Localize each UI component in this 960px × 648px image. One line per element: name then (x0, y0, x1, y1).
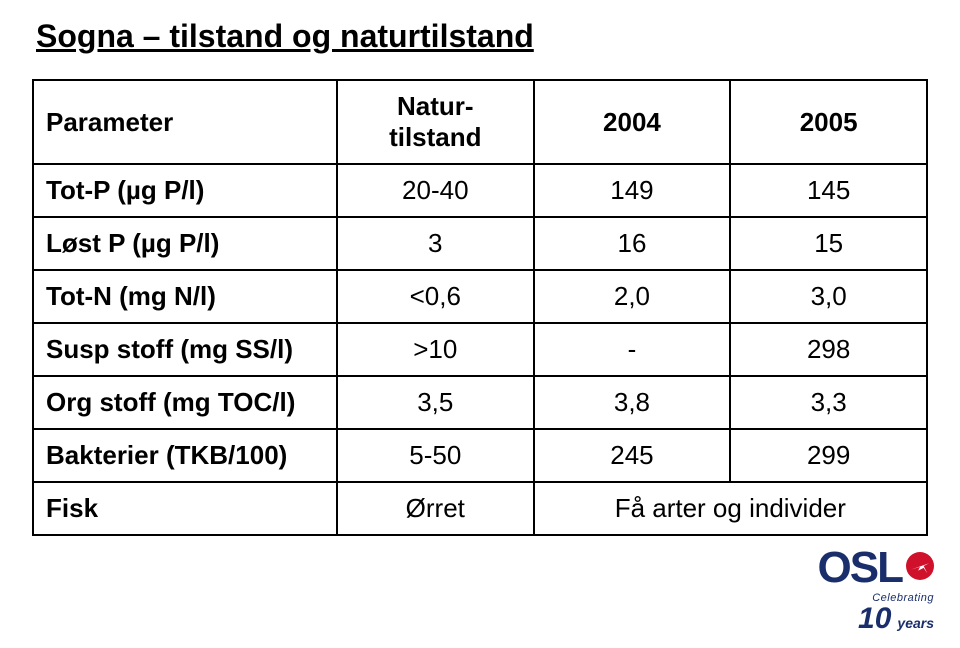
years-text: years (897, 615, 934, 631)
cell: 3,5 (337, 376, 534, 429)
cell: 298 (730, 323, 927, 376)
logo-text: OSL (818, 546, 902, 590)
cell: Ørret (337, 482, 534, 535)
slide: Sogna – tilstand og naturtilstand Parame… (0, 0, 960, 536)
col-parameter: Parameter (33, 80, 337, 164)
logo-block: OSL Celebrating 10 years (818, 546, 934, 634)
data-table: Parameter Natur- tilstand 2004 2005 Tot-… (32, 79, 928, 536)
cell: 3,8 (534, 376, 731, 429)
table-body: Tot-P (µg P/l) 20-40 149 145 Løst P (µg … (33, 164, 927, 535)
table-row: Bakterier (TKB/100) 5-50 245 299 (33, 429, 927, 482)
cell: 3,3 (730, 376, 927, 429)
param-label: Susp stoff (mg SS/l) (33, 323, 337, 376)
cell: 2,0 (534, 270, 731, 323)
cell: - (534, 323, 731, 376)
cell: 16 (534, 217, 731, 270)
cell: 299 (730, 429, 927, 482)
param-label: Org stoff (mg TOC/l) (33, 376, 337, 429)
ten-number: 10 (858, 604, 891, 634)
cell: >10 (337, 323, 534, 376)
cell: 5-50 (337, 429, 534, 482)
param-label: Løst P (µg P/l) (33, 217, 337, 270)
col-2004: 2004 (534, 80, 731, 164)
osl-logo: OSL (818, 546, 934, 590)
cell: <0,6 (337, 270, 534, 323)
param-label: Tot-P (µg P/l) (33, 164, 337, 217)
cell: 245 (534, 429, 731, 482)
col-naturtilstand: Natur- tilstand (337, 80, 534, 164)
table-row: Løst P (µg P/l) 3 16 15 (33, 217, 927, 270)
table-row: Tot-P (µg P/l) 20-40 149 145 (33, 164, 927, 217)
cell: 145 (730, 164, 927, 217)
page-title: Sogna – tilstand og naturtilstand (36, 18, 928, 55)
cell: 20-40 (337, 164, 534, 217)
table-row: Tot-N (mg N/l) <0,6 2,0 3,0 (33, 270, 927, 323)
ten-years: 10 years (818, 604, 934, 634)
param-label: Fisk (33, 482, 337, 535)
col-2005: 2005 (730, 80, 927, 164)
table-header-row: Parameter Natur- tilstand 2004 2005 (33, 80, 927, 164)
cell: 15 (730, 217, 927, 270)
cell-merged: Få arter og individer (534, 482, 927, 535)
airplane-icon (906, 552, 934, 580)
cell: 3,0 (730, 270, 927, 323)
table-row: Fisk Ørret Få arter og individer (33, 482, 927, 535)
cell: 3 (337, 217, 534, 270)
table-row: Susp stoff (mg SS/l) >10 - 298 (33, 323, 927, 376)
table-row: Org stoff (mg TOC/l) 3,5 3,8 3,3 (33, 376, 927, 429)
cell: 149 (534, 164, 731, 217)
param-label: Bakterier (TKB/100) (33, 429, 337, 482)
param-label: Tot-N (mg N/l) (33, 270, 337, 323)
